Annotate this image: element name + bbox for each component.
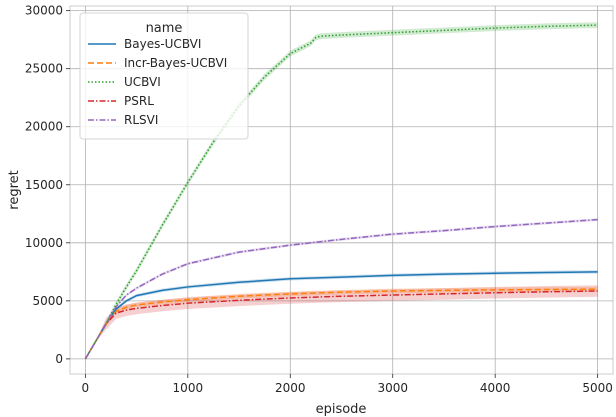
y-tick-label: 30000 [25, 4, 63, 18]
y-tick-label: 15000 [25, 178, 63, 192]
y-tick-label: 5000 [32, 294, 63, 308]
x-tick-label: 4000 [480, 381, 511, 395]
band-psrl [85, 285, 598, 359]
legend-label-incr-bayes-ucbvi: Incr-Bayes-UCBVI [124, 56, 227, 70]
series-line-psrl [84, 290, 598, 360]
legend-label-psrl: PSRL [124, 94, 154, 108]
series-lines [84, 24, 598, 360]
legend-label-rlsvi: RLSVI [124, 113, 158, 127]
legend-items: Bayes-UCBVI Incr-Bayes-UCBVI UCBVI PSRL RLSV… [88, 37, 227, 127]
y-axis-ticks: 0 5000 10000 15000 20000 25000 30000 [25, 4, 70, 366]
y-tick-label: 10000 [25, 236, 63, 250]
legend: name Bayes-UCBVI Incr-Bayes-UCBVI UCBVI PSR… [79, 12, 249, 140]
y-tick-label: 25000 [25, 62, 63, 76]
y-tick-label: 0 [55, 352, 63, 366]
x-tick-label: 0 [82, 381, 90, 395]
series-line-rlsvi [84, 218, 598, 360]
y-axis-label: regret [7, 170, 22, 209]
y-tick-label: 20000 [25, 120, 63, 134]
x-tick-label: 3000 [377, 381, 408, 395]
series-line-ucbvi [84, 24, 598, 360]
legend-label-bayes-ucbvi: Bayes-UCBVI [124, 37, 201, 51]
legend-box [79, 12, 249, 140]
legend-title: name [146, 21, 183, 36]
x-tick-label: 5000 [582, 381, 613, 395]
x-tick-label: 1000 [173, 381, 204, 395]
x-axis-ticks: 0 1000 2000 3000 4000 5000 [82, 374, 613, 395]
confidence-bands [85, 22, 598, 359]
x-axis-label: episode [316, 402, 367, 417]
x-tick-label: 2000 [275, 381, 306, 395]
legend-label-ucbvi: UCBVI [124, 75, 161, 89]
